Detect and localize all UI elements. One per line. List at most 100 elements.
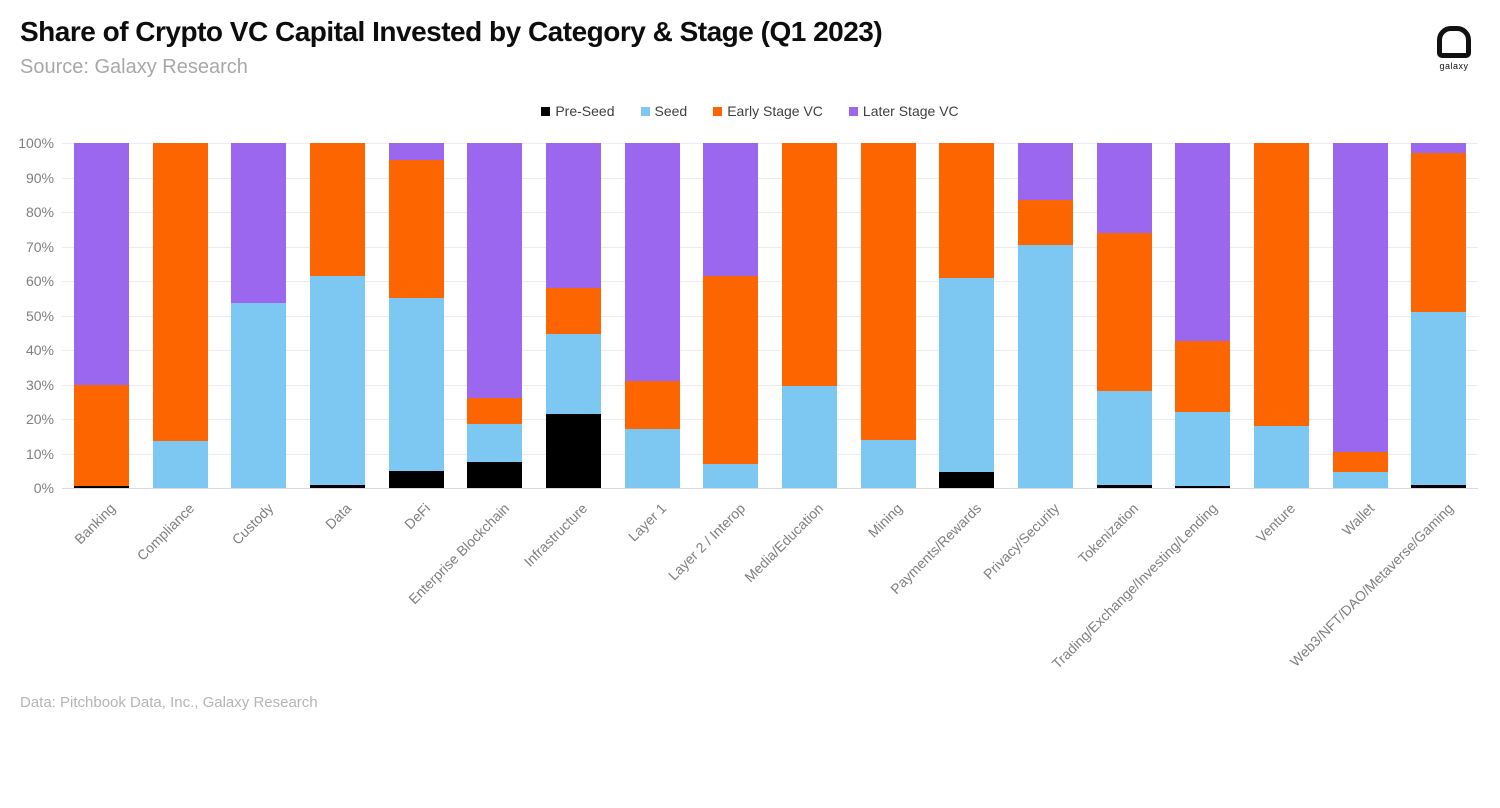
bar-segment-media-education-seed — [781, 386, 837, 488]
bar-segment-compliance-early-stage-vc — [152, 143, 208, 442]
bar-segment-web3-nft-dao-metaverse-gaming-pre-seed — [1411, 484, 1467, 488]
bar-segment-mining-seed — [860, 439, 916, 488]
legend-item-pre-seed: Pre-Seed — [541, 103, 615, 119]
grid-line-0 — [62, 488, 1478, 489]
x-axis-label-privacy-security: Privacy/Security — [980, 500, 1063, 583]
x-axis-label-data: Data — [322, 500, 355, 533]
x-axis-label-infrastructure: Infrastructure — [521, 500, 591, 570]
bar-segment-data-pre-seed — [309, 484, 365, 488]
x-axis-label-wallet: Wallet — [1338, 500, 1378, 539]
bar-segment-defi-early-stage-vc — [388, 160, 444, 299]
bar-segment-defi-seed — [388, 298, 444, 471]
grid-line-100 — [62, 143, 1478, 144]
bar-segment-data-early-stage-vc — [309, 143, 365, 276]
bar-segment-payments-rewards-pre-seed — [939, 472, 995, 488]
bar-segment-web3-nft-dao-metaverse-gaming-seed — [1411, 312, 1467, 485]
source-subtitle: Source: Galaxy Research — [20, 56, 248, 78]
bar-segment-banking-early-stage-vc — [73, 384, 129, 487]
grid-line-90 — [62, 177, 1478, 179]
bar-segment-custody-later-stage-vc — [231, 143, 287, 304]
galaxy-logo: galaxy — [1424, 26, 1484, 71]
bar-segment-layer-2-interop-early-stage-vc — [703, 275, 759, 464]
legend-swatch-icon — [848, 106, 858, 116]
legend-item-seed: Seed — [640, 103, 688, 119]
bar-segment-media-education-early-stage-vc — [781, 143, 837, 387]
bar-segment-tokenization-pre-seed — [1096, 484, 1152, 488]
legend-label: Seed — [654, 103, 688, 119]
bar-segment-trading-exchange-investing-lending-early-stage-vc — [1175, 341, 1231, 413]
bar-segment-data-seed — [309, 275, 365, 485]
x-axis-label-venture: Venture — [1253, 500, 1299, 546]
x-axis-label-enterprise-blockchain: Enterprise Blockchain — [404, 500, 512, 608]
legend-swatch-icon — [713, 106, 723, 116]
bar-segment-custody-seed — [231, 303, 287, 488]
bar-segment-trading-exchange-investing-lending-pre-seed — [1175, 486, 1231, 488]
grid-line-20 — [62, 419, 1478, 420]
bar-segment-defi-later-stage-vc — [388, 143, 444, 161]
bar-segment-mining-early-stage-vc — [860, 143, 916, 440]
bar-segment-payments-rewards-early-stage-vc — [939, 143, 995, 278]
x-axis-label-tokenization: Tokenization — [1074, 500, 1142, 567]
grid-line-80 — [62, 212, 1478, 213]
bar-segment-layer-1-later-stage-vc — [624, 143, 680, 382]
bar-segment-trading-exchange-investing-lending-seed — [1175, 412, 1231, 487]
y-axis-tick-10: 10% — [25, 445, 54, 462]
bar-segment-web3-nft-dao-metaverse-gaming-later-stage-vc — [1411, 143, 1467, 154]
legend-swatch-icon — [541, 106, 551, 116]
y-axis-tick-20: 20% — [25, 411, 54, 427]
bar-segment-payments-rewards-seed — [939, 277, 995, 473]
bar-segment-privacy-security-later-stage-vc — [1017, 143, 1073, 200]
bar-segment-infrastructure-pre-seed — [545, 413, 601, 488]
galaxy-logo-icon — [1437, 26, 1471, 58]
grid-line-30 — [62, 384, 1478, 386]
bar-segment-trading-exchange-investing-lending-later-stage-vc — [1175, 143, 1231, 342]
bar-segment-compliance-seed — [152, 441, 208, 488]
x-axis-label-payments-rewards: Payments/Rewards — [886, 500, 984, 598]
grid-line-40 — [62, 350, 1478, 351]
bar-segment-tokenization-seed — [1096, 391, 1152, 485]
y-axis-tick-30: 30% — [25, 376, 54, 393]
grid-line-10 — [62, 453, 1478, 455]
y-axis-tick-40: 40% — [25, 342, 54, 358]
y-axis-tick-90: 90% — [25, 169, 54, 186]
grid-line-50 — [62, 315, 1478, 317]
bar-segment-enterprise-blockchain-later-stage-vc — [467, 143, 523, 399]
legend-label: Later Stage VC — [862, 103, 959, 119]
y-axis-tick-0: 0% — [33, 480, 54, 496]
x-axis-label-media-education: Media/Education — [741, 500, 827, 586]
bar-segment-privacy-security-early-stage-vc — [1017, 199, 1073, 245]
grid-line-60 — [62, 281, 1478, 282]
bar-segment-banking-pre-seed — [73, 486, 129, 488]
bar-segment-venture-seed — [1253, 425, 1309, 488]
x-axis-label-defi: DeFi — [401, 500, 434, 533]
bar-segment-enterprise-blockchain-pre-seed — [467, 462, 523, 488]
bar-segment-venture-early-stage-vc — [1253, 143, 1309, 426]
x-axis-label-layer-1: Layer 1 — [624, 500, 670, 545]
y-axis-tick-50: 50% — [25, 307, 54, 324]
bar-segment-infrastructure-seed — [545, 334, 601, 414]
bar-segment-wallet-early-stage-vc — [1332, 451, 1388, 473]
x-axis-label-layer-2-interop: Layer 2 / Interop — [664, 500, 748, 584]
bar-segment-layer-2-interop-later-stage-vc — [703, 143, 759, 276]
galaxy-logo-label: galaxy — [1439, 61, 1469, 71]
bar-segment-privacy-security-seed — [1017, 244, 1073, 488]
legend: Pre-Seed Seed Early Stage VC Later Stage VC — [0, 103, 1500, 119]
stacked-bar-chart: 0% 10% 20% 30% 40% 50% 60% 70% 80% 90% 100% Banking… — [18, 135, 1478, 672]
x-axis-label-mining: Mining — [864, 500, 906, 541]
page-title: Share of Crypto VC Capital Invested by C… — [20, 16, 883, 47]
legend-item-early-stage-vc: Early Stage VC — [713, 103, 823, 119]
bar-segment-layer-2-interop-seed — [703, 463, 759, 488]
bar-segment-wallet-seed — [1332, 472, 1388, 488]
legend-swatch-icon — [640, 106, 650, 116]
legend-label: Early Stage VC — [727, 103, 823, 119]
bar-segment-enterprise-blockchain-seed — [467, 424, 523, 463]
footer-note: Data: Pitchbook Data, Inc., Galaxy Resea… — [20, 694, 318, 711]
legend-item-later-stage-vc: Later Stage VC — [848, 103, 959, 119]
bar-segment-infrastructure-early-stage-vc — [545, 287, 601, 335]
x-axis-label-trading-exchange-investing-lending: Trading/Exchange/Investing/Lending — [1048, 500, 1220, 672]
bar-segment-enterprise-blockchain-early-stage-vc — [467, 398, 523, 425]
y-axis-tick-100: 100% — [18, 135, 54, 151]
bar-segment-wallet-later-stage-vc — [1332, 143, 1388, 452]
y-axis-tick-70: 70% — [25, 238, 54, 255]
bar-segment-layer-1-early-stage-vc — [624, 381, 680, 430]
